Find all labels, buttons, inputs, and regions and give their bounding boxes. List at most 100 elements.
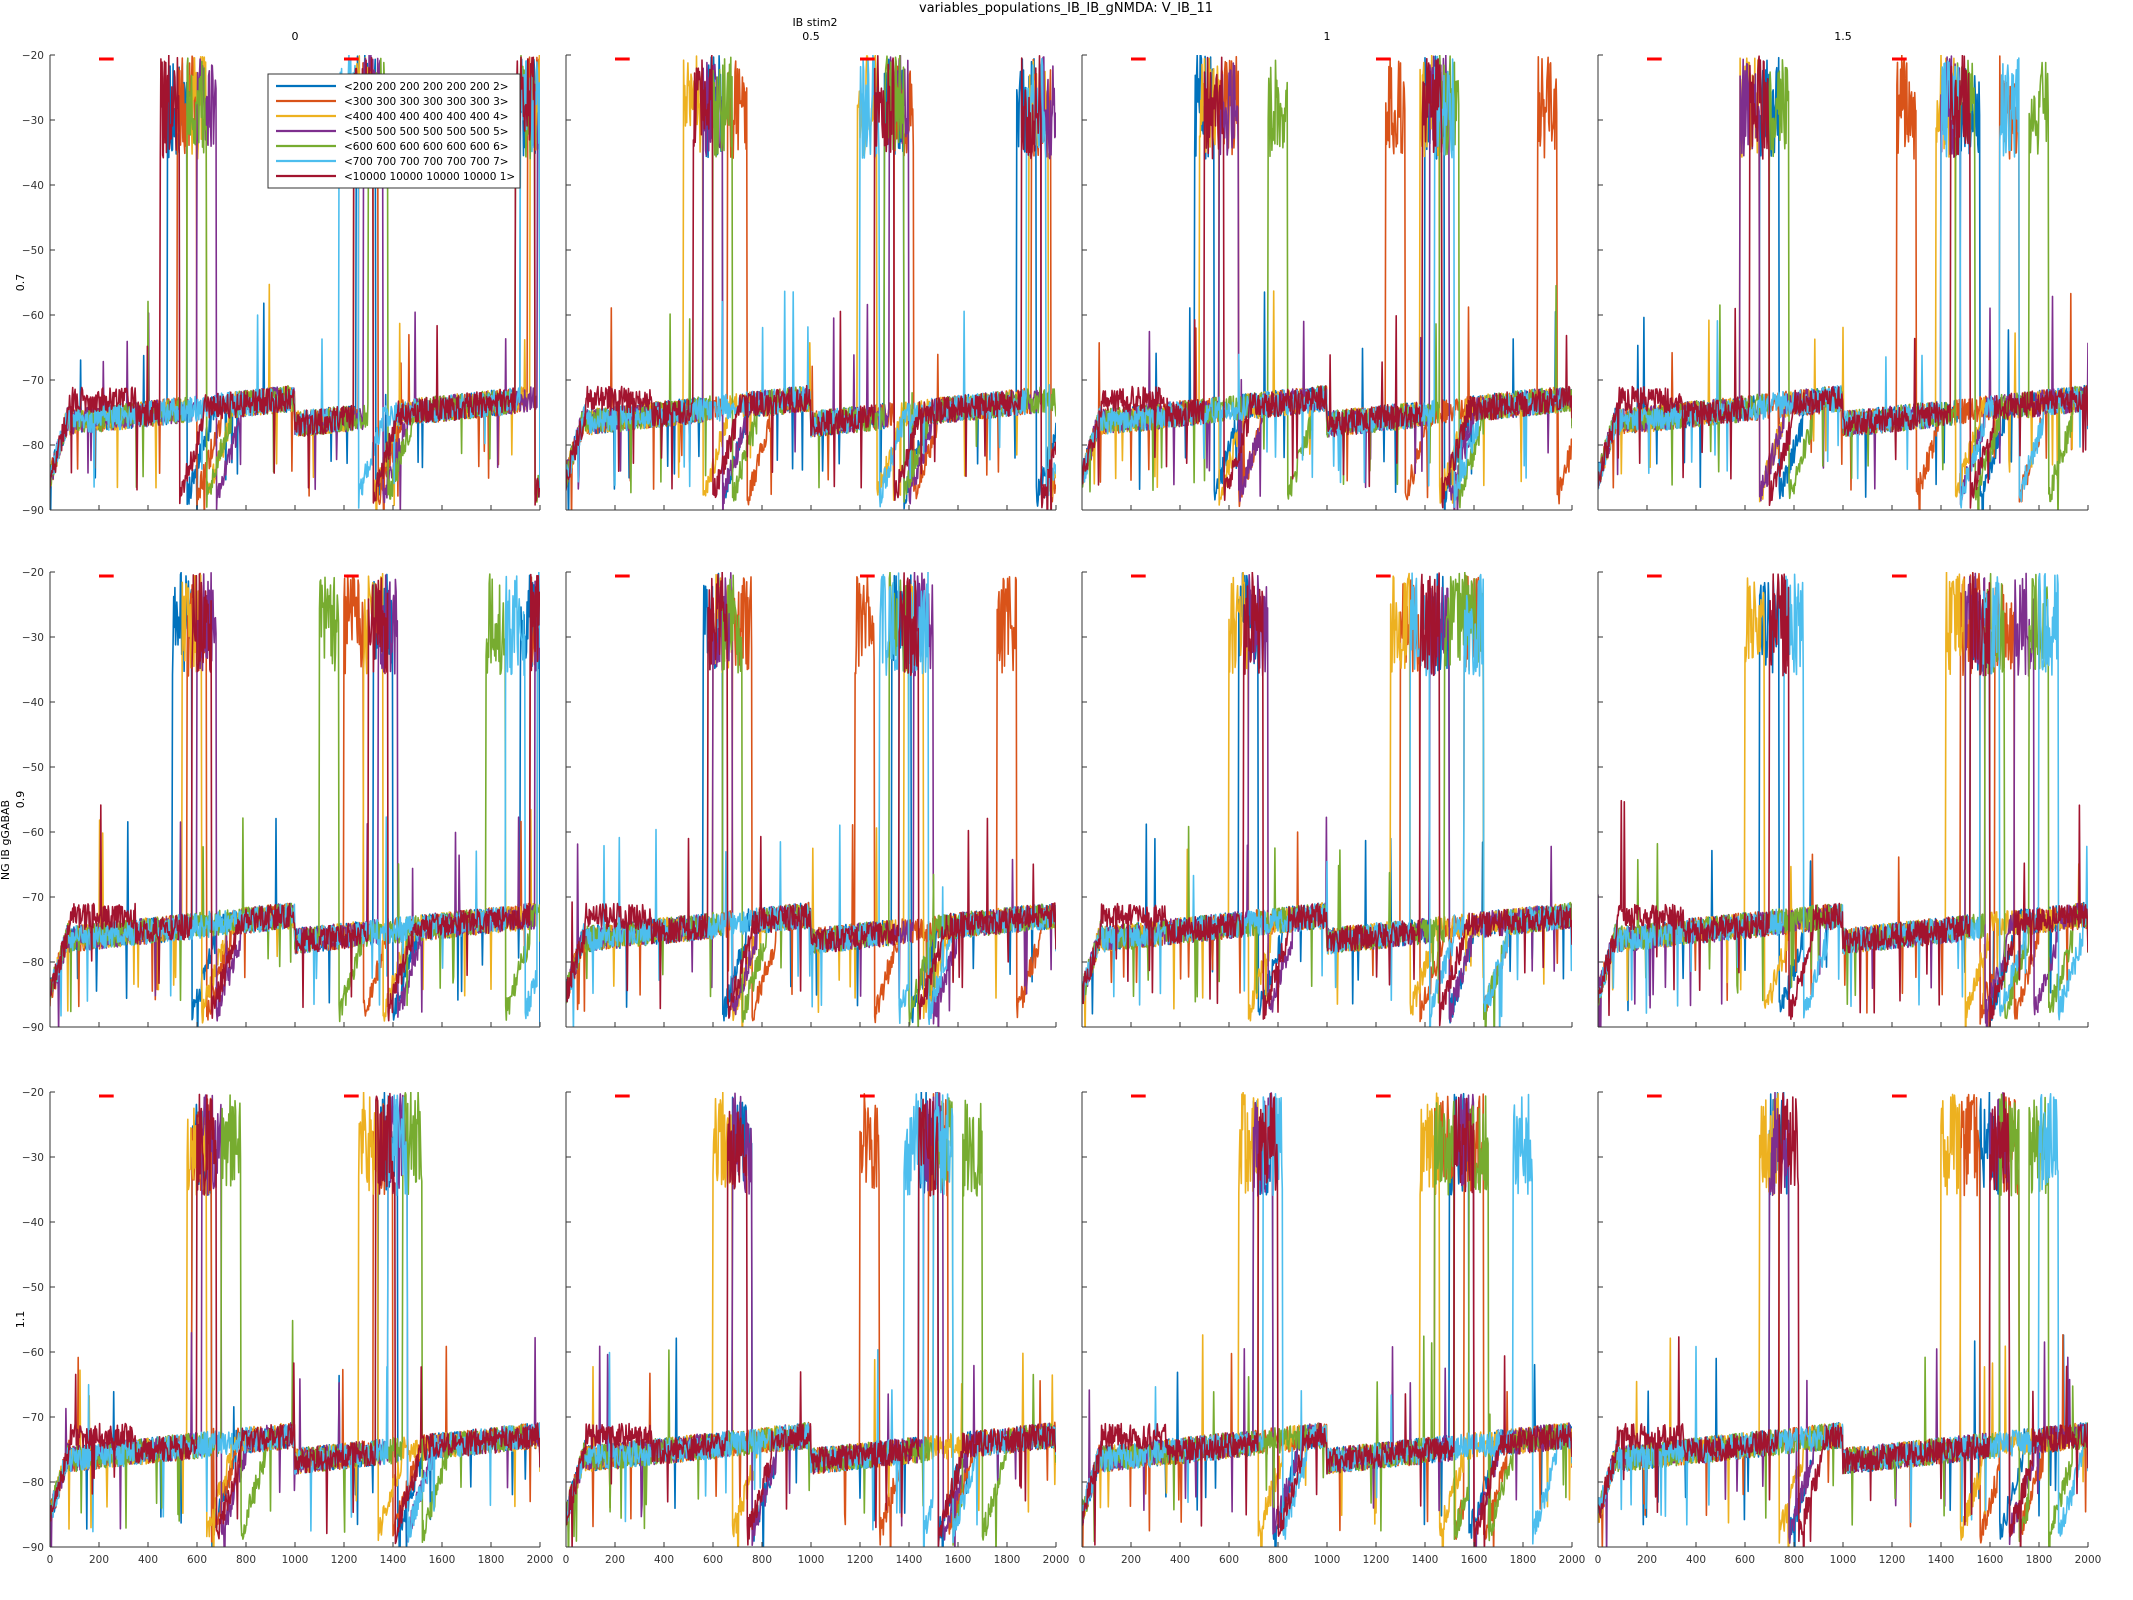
legend-entry: <500 500 500 500 500 500 5>	[344, 126, 509, 138]
series-line-r2-c1-s5	[566, 1092, 1056, 1547]
legend-entry: <200 200 200 200 200 200 2>	[344, 81, 509, 93]
x-tick-label: 2000	[1559, 1554, 1586, 1566]
column-variable-label: IB stim2	[792, 16, 837, 29]
row-variable-label: NG IB gGABAB	[0, 800, 12, 880]
y-tick-label: −90	[22, 1022, 44, 1034]
series-line-r0-c1-s6	[566, 55, 1056, 510]
panel-r1-c0: −20 −30 −40 −50 −60 −70 −80 −90 0.9	[14, 567, 541, 1034]
legend-entry: <400 400 400 400 400 400 4>	[344, 111, 509, 123]
x-tick-label: 600	[1219, 1554, 1239, 1566]
y-tick-label: −90	[22, 505, 44, 517]
y-tick-label: −60	[22, 310, 44, 322]
panel-r1-c3	[1597, 571, 2089, 1028]
panel-r2-c2: 0 200 400 600 800 1000 1200 1400 1600 1800 2000	[1079, 1091, 1586, 1566]
column-label: 1.5	[1834, 30, 1852, 43]
legend-entry: <10000 10000 10000 10000 1>	[344, 171, 515, 183]
series-line-r2-c2-s6	[1082, 1092, 1572, 1547]
x-tick-label: 2000	[527, 1554, 554, 1566]
y-tick-label: −80	[22, 440, 44, 452]
x-tick-label: 1600	[1461, 1554, 1488, 1566]
x-tick-label: 200	[1121, 1554, 1141, 1566]
x-tick-label: 800	[1268, 1554, 1288, 1566]
panel-r2-c3: 0 200 400 600 800 1000 1200 1400 1600 1800 2000	[1595, 1091, 2101, 1566]
series-line-r1-c3-s6	[1598, 572, 2088, 1027]
y-tick-label: −40	[22, 1217, 44, 1229]
x-tick-label: 1200	[331, 1554, 358, 1566]
series-line-r2-c3-s3	[1598, 1092, 2088, 1547]
x-tick-label: 1000	[282, 1554, 309, 1566]
series-line-r0-c2-s0	[1082, 55, 1572, 510]
series-line-r2-c3-s6	[1598, 1092, 2088, 1547]
series-line-r1-c2-s0	[1082, 572, 1572, 1024]
row-label: 0.7	[14, 274, 27, 292]
panel-r2-c1: 0 200 400 600 800 1000 1200 1400 1600 1800 2000	[563, 1091, 1070, 1566]
x-tick-label: 0	[47, 1554, 54, 1566]
x-tick-label: 2000	[1043, 1554, 1070, 1566]
series-line-r2-c2-s5	[1082, 1093, 1572, 1545]
y-tick-label: −90	[22, 1542, 44, 1554]
x-tick-label: 1400	[1412, 1554, 1439, 1566]
x-tick-label: 1800	[2026, 1554, 2053, 1566]
y-tick-label: −20	[22, 1087, 44, 1099]
series-line-r1-c0-s6	[50, 573, 540, 1022]
series-line-r1-c2-s3	[1082, 573, 1572, 1023]
series-line-r2-c0-s3	[50, 1093, 540, 1547]
y-tick-label: −40	[22, 180, 44, 192]
traces-r2-c0	[50, 1092, 540, 1547]
x-tick-label: 800	[236, 1554, 256, 1566]
x-tick-label: 200	[89, 1554, 109, 1566]
x-tick-label: 1600	[429, 1554, 456, 1566]
x-tick-label: 400	[1686, 1554, 1706, 1566]
traces-r1-c2	[1082, 572, 1572, 1027]
x-tick-label: 400	[654, 1554, 674, 1566]
y-tick-label: −30	[22, 115, 44, 127]
x-tick-label: 1400	[896, 1554, 923, 1566]
x-tick-label: 600	[1735, 1554, 1755, 1566]
x-tick-label: 1000	[798, 1554, 825, 1566]
series-line-r0-c1-s3	[566, 55, 1056, 510]
series-line-r2-c1-s6	[566, 1098, 1056, 1547]
y-tick-label: −70	[22, 375, 44, 387]
traces-r2-c1	[566, 1092, 1056, 1547]
row-label: 0.9	[14, 791, 27, 809]
series-line-r0-c1-s1	[566, 57, 1056, 510]
legend-entry: <700 700 700 700 700 700 7>	[344, 156, 509, 168]
series-line-r1-c2-s6	[1082, 572, 1572, 1027]
legend-entry: <300 300 300 300 300 300 3>	[344, 96, 509, 108]
column-label: 0	[292, 30, 299, 43]
x-tick-label: 800	[752, 1554, 772, 1566]
series-line-r2-c0-s6	[50, 1092, 540, 1545]
figure-title: variables_populations_IB_IB_gNMDA: V_IB_…	[919, 1, 1213, 16]
y-tick-label: −50	[22, 1282, 44, 1294]
panel-r1-c1	[565, 571, 1057, 1028]
row-label: 1.1	[14, 1311, 27, 1329]
x-tick-label: 0	[563, 1554, 570, 1566]
y-tick-label: −70	[22, 892, 44, 904]
x-tick-label: 400	[1170, 1554, 1190, 1566]
panel-r1-c2	[1081, 571, 1573, 1028]
y-tick-label: −30	[22, 632, 44, 644]
series-line-r0-c1-s0	[566, 55, 1056, 510]
traces-r1-c1	[566, 572, 1056, 1027]
x-tick-label: 200	[1637, 1554, 1657, 1566]
legend-entry: <600 600 600 600 600 600 6>	[344, 141, 509, 153]
x-tick-label: 600	[187, 1554, 207, 1566]
y-tick-label: −70	[22, 1412, 44, 1424]
series-line-r0-c1-s5	[566, 55, 1056, 508]
x-tick-label: 1200	[1363, 1554, 1390, 1566]
column-label: 1	[1324, 30, 1331, 43]
series-line-r2-c2-s2	[1082, 1092, 1572, 1547]
traces-r0-c3	[1598, 55, 2088, 510]
x-tick-label: 800	[1784, 1554, 1804, 1566]
panel-r2-c0: −20 −30 −40 −50 −60 −70 −80 −900 200 400 600 800 100…	[14, 1087, 554, 1566]
x-tick-label: 0	[1595, 1554, 1602, 1566]
x-tick-label: 1200	[1879, 1554, 1906, 1566]
series-line-r1-c2-s5	[1082, 572, 1572, 1027]
column-label: 0.5	[802, 30, 820, 43]
x-tick-label: 1400	[1928, 1554, 1955, 1566]
legend: <200 200 200 200 200 200 2> <300 300 300 …	[267, 73, 521, 189]
x-tick-label: 1200	[847, 1554, 874, 1566]
panel-r0-c3: 1.5	[1597, 30, 2089, 511]
series-line-r2-c3-s1	[1598, 1093, 2088, 1547]
